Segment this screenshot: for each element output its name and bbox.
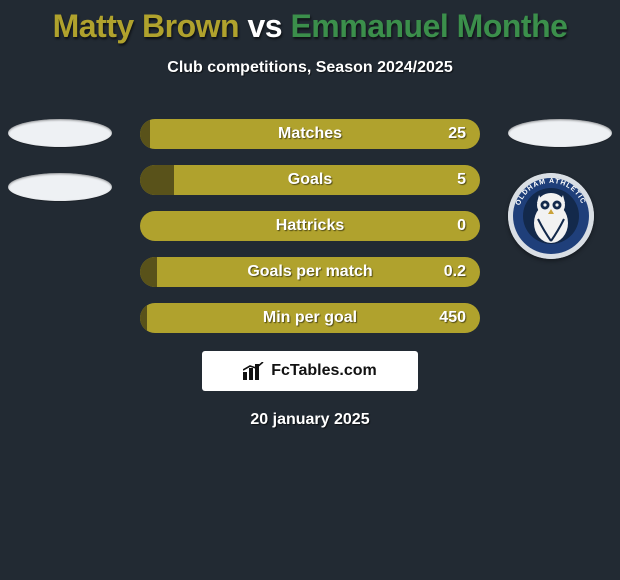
player1-name: Matty Brown [53,8,240,44]
vs-label: vs [247,8,282,44]
stat-bar-label: Min per goal [263,309,357,327]
stats-area: OLDHAM ATHLETIC Matches 25 Goals 5 Hattricks… [0,119,620,333]
stat-bar-fill [140,303,147,333]
player2-name: Emmanuel Monthe [290,8,567,44]
stat-bar: Goals per match 0.2 [140,257,480,287]
stat-bar-fill [140,165,174,195]
left-badge-2 [8,173,112,201]
comparison-title: Matty Brown vs Emmanuel Monthe [0,0,620,45]
stat-bar-fill [140,119,150,149]
left-badge-1 [8,119,112,147]
stat-bar-label: Goals [288,171,332,189]
stat-bar-label: Goals per match [247,263,372,281]
branding-text: FcTables.com [271,362,377,380]
stat-bar: Min per goal 450 [140,303,480,333]
left-badges [8,119,112,227]
subtitle: Club competitions, Season 2024/2025 [0,59,620,77]
stat-bar-label: Matches [278,125,342,143]
stat-bar: Matches 25 [140,119,480,149]
stat-bar-value: 25 [448,125,466,143]
date-label: 20 january 2025 [0,411,620,429]
stat-bar-value: 5 [457,171,466,189]
right-badge-1 [508,119,612,147]
stat-bar-value: 0 [457,217,466,235]
branding-badge: FcTables.com [202,351,418,391]
bar-chart-icon [243,362,265,380]
stat-bar-label: Hattricks [276,217,344,235]
right-badges: OLDHAM ATHLETIC [508,119,612,259]
stat-bar-value: 0.2 [444,263,466,281]
stat-bar: Hattricks 0 [140,211,480,241]
stat-bar-value: 450 [439,309,466,327]
club-crest-oldham: OLDHAM ATHLETIC [508,173,594,259]
stat-bar: Goals 5 [140,165,480,195]
stat-bar-fill [140,257,157,287]
